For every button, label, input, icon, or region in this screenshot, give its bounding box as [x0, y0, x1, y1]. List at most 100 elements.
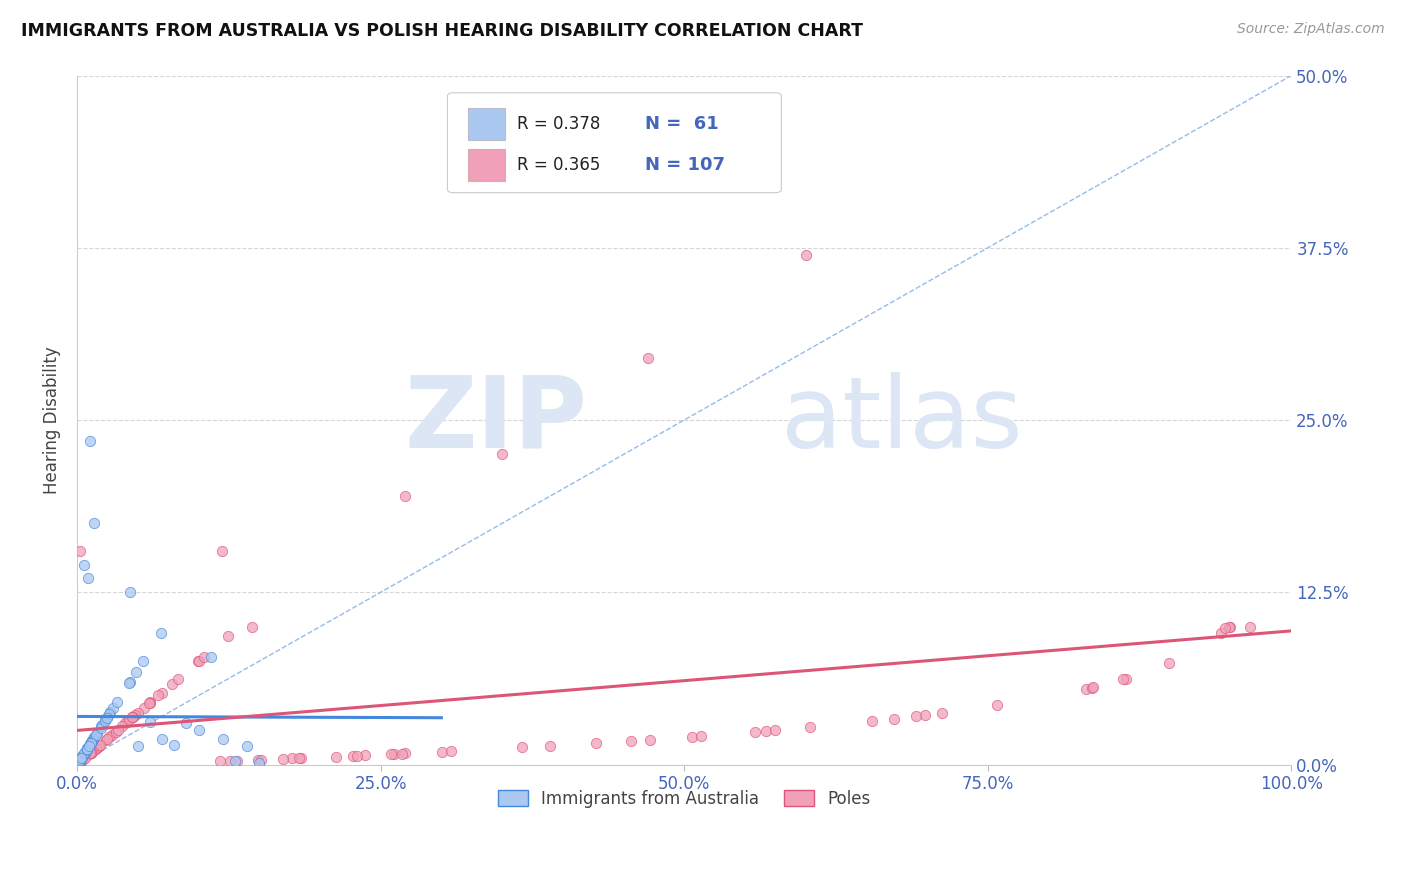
Point [107, 723, 129, 737]
Point [67, 756, 90, 771]
Point [354, 748, 377, 763]
Point [90, 719, 112, 733]
Point [77, 747, 100, 762]
Point [794, 247, 817, 261]
Point [904, 709, 927, 723]
Point [281, 751, 304, 765]
Point [72, 748, 94, 763]
Point [288, 751, 311, 765]
Point [273, 752, 295, 766]
Point [121, 710, 143, 724]
Point [325, 749, 347, 764]
Point [620, 733, 643, 747]
Point [115, 715, 138, 730]
Point [755, 723, 778, 738]
Point [83, 730, 105, 744]
Point [247, 756, 270, 771]
Point [127, 739, 149, 753]
Point [70, 754, 93, 768]
Point [380, 747, 402, 761]
Point [217, 629, 239, 643]
Text: R = 0.365: R = 0.365 [516, 156, 600, 174]
Point [98, 706, 121, 720]
Point [73, 751, 96, 765]
Point [96, 711, 118, 725]
Point [290, 751, 312, 765]
Text: R = 0.378: R = 0.378 [516, 115, 600, 133]
Point [87, 739, 110, 754]
Point [80, 746, 103, 760]
Point [176, 716, 198, 731]
Point [1239, 620, 1261, 634]
Point [79, 747, 101, 761]
Text: N = 107: N = 107 [645, 156, 725, 174]
Point [67, 756, 90, 771]
Point [89, 721, 111, 735]
Point [226, 754, 249, 768]
Point [84, 728, 107, 742]
Point [118, 674, 141, 689]
Point [73, 746, 96, 760]
Point [89, 738, 111, 752]
Point [67, 756, 90, 771]
Point [149, 626, 172, 640]
Point [83, 516, 105, 531]
Point [763, 723, 786, 738]
Point [138, 696, 160, 710]
Point [69, 544, 91, 558]
Point [80, 746, 103, 760]
Point [101, 701, 124, 715]
Point [82, 733, 104, 747]
Point [118, 676, 141, 690]
Point [690, 729, 713, 743]
Point [82, 731, 104, 746]
Point [163, 739, 186, 753]
Point [79, 746, 101, 760]
Point [80, 734, 103, 748]
Point [394, 489, 416, 503]
Point [148, 688, 170, 702]
Point [681, 730, 703, 744]
Point [166, 672, 188, 686]
Point [122, 709, 145, 723]
Point [1074, 681, 1097, 696]
Point [97, 731, 120, 745]
Point [118, 585, 141, 599]
Point [131, 654, 153, 668]
Point [1080, 681, 1102, 695]
Point [67, 756, 90, 771]
Point [187, 654, 209, 668]
Point [75, 750, 97, 764]
Point [139, 695, 162, 709]
Y-axis label: Hearing Disability: Hearing Disability [44, 346, 60, 494]
Point [75, 745, 97, 759]
Point [70, 749, 93, 764]
Point [94, 713, 117, 727]
Point [72, 749, 94, 764]
Point [98, 707, 121, 722]
Point [76, 572, 98, 586]
Point [91, 718, 114, 732]
Point [510, 740, 533, 755]
Point [67, 755, 90, 769]
Point [100, 728, 122, 742]
Point [240, 620, 263, 634]
Point [79, 434, 101, 448]
Point [79, 737, 101, 751]
Point [931, 706, 953, 720]
Point [124, 708, 146, 723]
Point [79, 737, 101, 751]
Point [219, 754, 242, 768]
Point [70, 750, 93, 764]
Text: atlas: atlas [782, 371, 1024, 468]
Point [70, 753, 93, 767]
Text: N =  61: N = 61 [645, 115, 718, 133]
Point [744, 724, 766, 739]
FancyBboxPatch shape [447, 93, 782, 193]
Point [538, 739, 561, 753]
Point [986, 698, 1008, 713]
Point [394, 747, 416, 761]
Point [382, 747, 405, 761]
Point [247, 753, 270, 767]
Point [1157, 657, 1180, 671]
